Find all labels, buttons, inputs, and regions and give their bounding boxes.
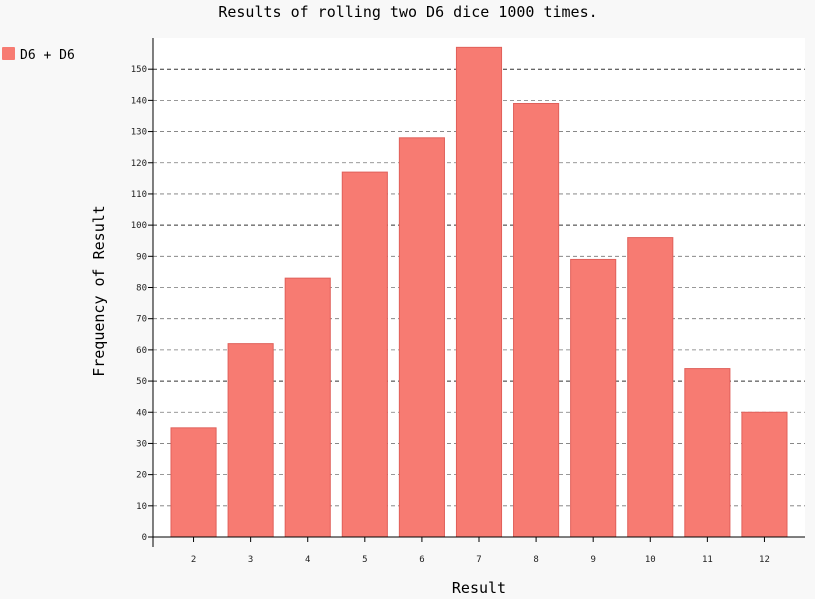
x-tick-label: 12 <box>759 555 770 565</box>
x-tick-label: 11 <box>702 555 713 565</box>
x-tick-label: 2 <box>191 555 196 565</box>
y-tick-label: 10 <box>136 502 147 512</box>
y-tick-label: 90 <box>136 252 147 262</box>
y-tick-label: 0 <box>142 533 147 543</box>
y-tick-label: 30 <box>136 439 147 449</box>
chart-title: Results of rolling two D6 dice 1000 time… <box>218 3 597 21</box>
bar-7[interactable] <box>455 46 503 538</box>
bar-11[interactable] <box>684 368 731 538</box>
bars <box>170 46 788 538</box>
x-tick-labels: 2 3 4 5 6 7 8 9 10 11 12 <box>191 537 770 565</box>
x-tick-label: 7 <box>476 555 481 565</box>
y-tick-label: 100 <box>131 221 147 231</box>
y-tick-label: 60 <box>136 346 147 356</box>
bar-3[interactable] <box>227 343 274 538</box>
y-tick-label: 120 <box>131 159 147 169</box>
bar-8[interactable] <box>513 102 560 538</box>
x-tick-label: 9 <box>590 555 595 565</box>
y-tick-label: 130 <box>131 128 147 138</box>
y-axis-title: Frequency of Result <box>90 205 108 377</box>
bar-2[interactable] <box>170 427 217 538</box>
bar-12[interactable] <box>741 411 788 538</box>
y-tick-label: 140 <box>131 96 147 106</box>
x-tick-label: 8 <box>533 555 538 565</box>
legend-swatch <box>2 47 15 60</box>
y-tick-label: 40 <box>136 408 147 418</box>
bar-9[interactable] <box>570 258 617 538</box>
y-tick-label: 70 <box>136 315 147 325</box>
legend-label: D6 + D6 <box>20 48 75 63</box>
legend[interactable]: D6 + D6 <box>2 47 75 63</box>
bar-10[interactable] <box>627 237 674 538</box>
x-tick-label: 6 <box>419 555 424 565</box>
x-tick-label: 3 <box>248 555 253 565</box>
y-tick-label: 20 <box>136 471 147 481</box>
x-tick-label: 4 <box>305 555 310 565</box>
x-tick-label: 5 <box>362 555 367 565</box>
x-tick-label: 10 <box>645 555 656 565</box>
y-tick-labels: 0 10 20 30 40 50 60 70 80 90 100 110 120 130 140 150 <box>131 65 153 543</box>
bar-4[interactable] <box>284 277 331 538</box>
y-tick-label: 80 <box>136 284 147 294</box>
bar-6[interactable] <box>398 137 445 538</box>
bar-5[interactable] <box>341 171 388 538</box>
x-axis-title: Result <box>452 579 506 597</box>
y-tick-label: 110 <box>131 190 147 200</box>
y-tick-label: 50 <box>136 377 147 387</box>
y-tick-label: 150 <box>131 65 147 75</box>
